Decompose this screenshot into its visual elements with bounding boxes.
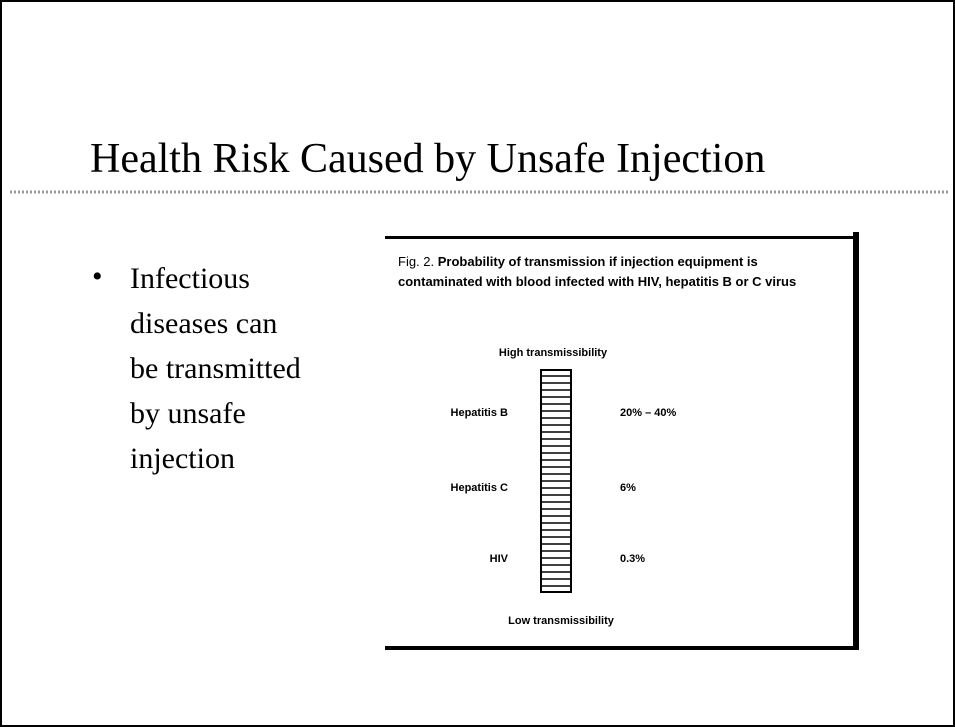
bullet-dot: • (92, 260, 103, 293)
caption-line: contaminated with blood infected with HI… (398, 274, 796, 289)
rows: Hepatitis B 20% – 40% Hepatitis C 6% HIV 0.3% (451, 407, 677, 565)
row-value: 20% – 40% (620, 407, 676, 419)
bullet-line: Infectious (130, 262, 250, 295)
bullet-line: be transmitted (130, 352, 301, 385)
row-name: Hepatitis C (451, 482, 509, 494)
figure: Fig. 2. Probability of transmission if i… (385, 232, 859, 650)
figure-caption: Fig. 2. Probability of transmission if i… (398, 254, 758, 269)
top-label: High transmissibility (499, 347, 608, 359)
figure-label: Fig. 2. (398, 254, 434, 269)
row-value: 6% (620, 482, 636, 494)
bullet-line: by unsafe (130, 397, 246, 430)
caption-line: Probability of transmission if injection… (438, 254, 758, 269)
figure-bottom-rule (385, 646, 859, 650)
figure-side-rule (853, 232, 859, 650)
bullet-line: diseases can (130, 307, 277, 340)
scale-ladder (540, 369, 572, 593)
row-name: HIV (490, 553, 509, 565)
bullet-line: injection (130, 442, 235, 475)
slide-title: Health Risk Caused by Unsafe Injection (90, 136, 765, 182)
row-value: 0.3% (620, 553, 645, 565)
figure-top-rule (385, 236, 855, 239)
row-name: Hepatitis B (451, 407, 509, 419)
bullet-text: Infectious diseases can be transmitted by u… (130, 262, 301, 475)
bottom-label: Low transmissibility (508, 615, 615, 627)
